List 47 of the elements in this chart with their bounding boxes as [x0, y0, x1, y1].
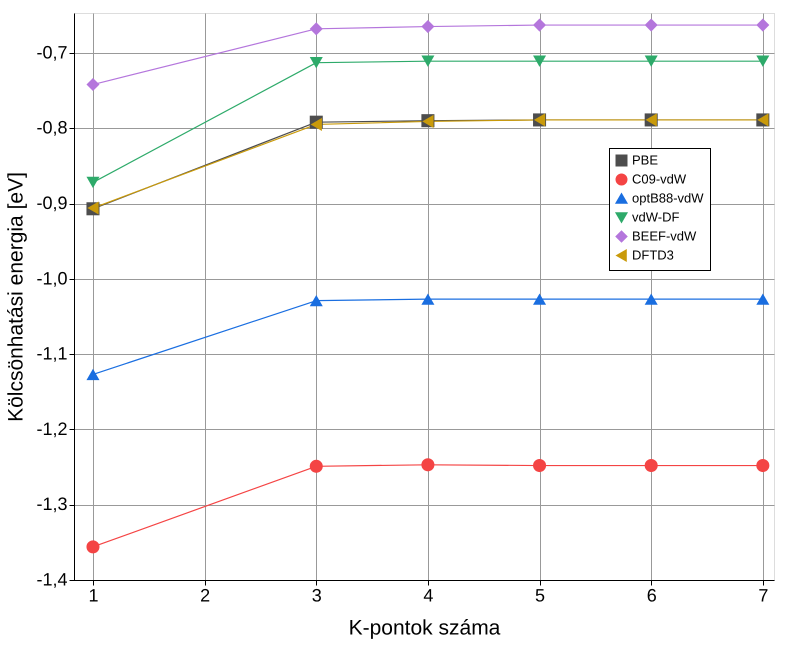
x-tick-label: 2 — [200, 586, 210, 606]
point — [310, 57, 323, 68]
point — [644, 459, 658, 472]
point — [533, 459, 546, 472]
x-tick-label: 5 — [535, 586, 546, 606]
point — [756, 293, 770, 305]
point — [533, 293, 546, 305]
point — [756, 18, 770, 32]
y-tick-label: -0,9 — [36, 193, 68, 214]
point — [421, 458, 434, 472]
x-tick-label: 6 — [646, 586, 657, 606]
legend-label: vdW-DF — [632, 210, 680, 224]
y-tick-label: -1,4 — [36, 570, 68, 590]
point — [86, 540, 100, 554]
y-tick-label: -0,7 — [36, 42, 68, 62]
point — [86, 78, 100, 92]
point — [86, 176, 100, 188]
legend-label: PBE — [632, 152, 658, 168]
x-tick-label: 3 — [312, 586, 322, 606]
x-tick-label: 1 — [88, 586, 98, 606]
legend-label: optB88-vdW — [632, 190, 704, 206]
point — [756, 56, 770, 67]
y-tick-label: -1,2 — [36, 418, 68, 439]
point — [421, 293, 434, 305]
x-tick-label: 7 — [758, 586, 768, 606]
y-tick-label: -1,3 — [36, 494, 68, 514]
point — [533, 56, 546, 67]
point — [756, 459, 770, 472]
point — [86, 368, 100, 380]
y-tick-label: -1,0 — [36, 268, 68, 288]
point — [533, 18, 546, 32]
y-tick-label: -0,8 — [36, 118, 68, 138]
point — [310, 22, 323, 36]
point — [644, 293, 658, 305]
x-tick-label: 4 — [423, 586, 434, 606]
point — [421, 56, 434, 67]
point — [310, 294, 323, 306]
legend-label: C09-vdW — [632, 172, 687, 186]
point — [644, 56, 658, 67]
y-tick-label: -1,1 — [36, 344, 68, 364]
x-axis-title: K-pontok száma — [348, 616, 501, 640]
point — [310, 460, 323, 473]
point — [421, 20, 434, 34]
legend-label: DFTD3 — [632, 248, 674, 262]
y-axis-title: Kölcsönhatási energia [eV] — [4, 172, 28, 422]
legend-label: BEEF-vdW — [632, 228, 698, 244]
point — [644, 18, 658, 32]
